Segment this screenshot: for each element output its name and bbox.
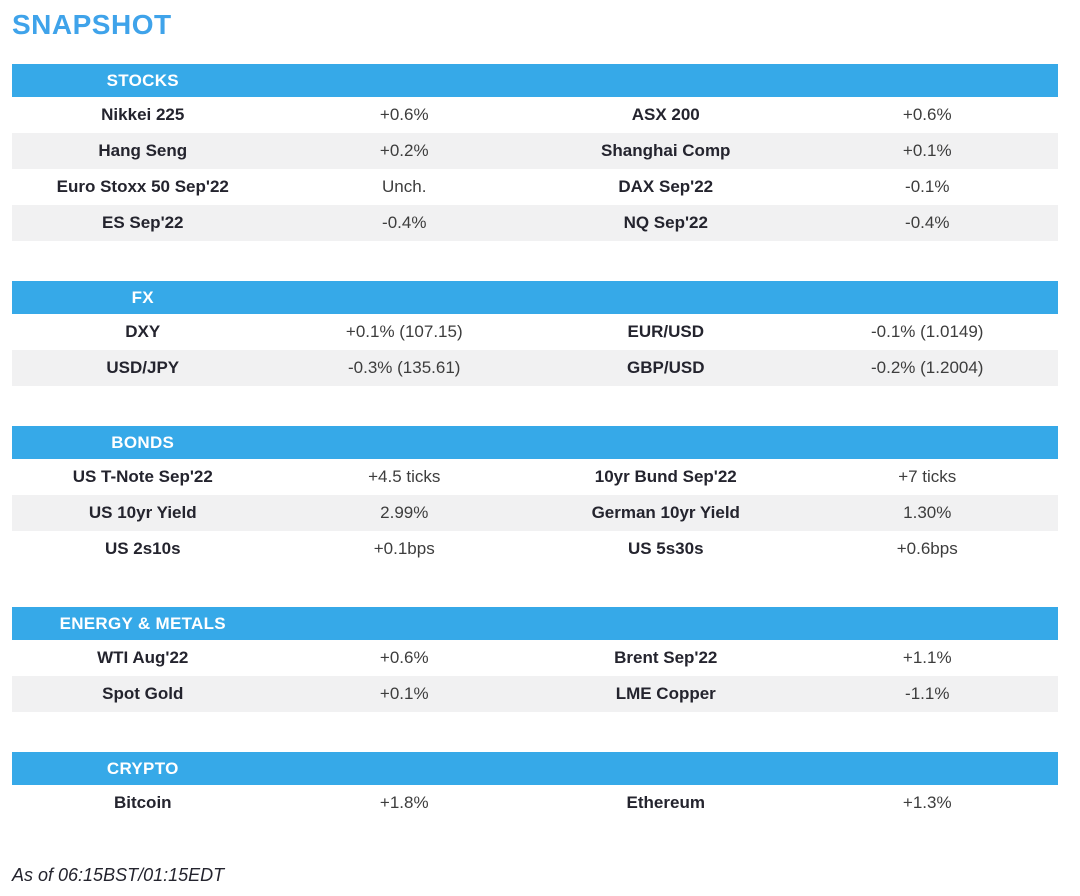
instrument-value: +0.6% <box>379 105 429 124</box>
instrument-value: +0.1% <box>379 684 429 703</box>
table-row: US T-Note Sep'22 +4.5 ticks 10yr Bund Sep'… <box>12 459 1058 495</box>
instrument-value: -0.4% <box>905 213 950 232</box>
instrument-value: +4.5 ticks <box>368 467 441 486</box>
instrument-value: -1.1% <box>905 684 950 703</box>
instrument-value: +0.6% <box>379 648 429 667</box>
sections-container: STOCKS Nikkei 225 +0.6% ASX 200 +0.6% Hang Se… <box>0 64 1080 821</box>
instrument-label: 10yr Bund Sep'22 <box>594 467 737 486</box>
section-title: BONDS <box>111 432 175 452</box>
instrument-label: USD/JPY <box>106 358 180 377</box>
instrument-label: US 10yr Yield <box>88 503 197 522</box>
page-title: SNAPSHOT <box>12 9 172 40</box>
section-header-bar: ENERGY & METALS <box>12 607 1058 640</box>
instrument-value: -0.1% (1.0149) <box>871 322 984 341</box>
instrument-label: US 5s30s <box>627 539 704 558</box>
table-row: US 10yr Yield 2.99% German 10yr Yield 1.30% <box>12 495 1058 531</box>
instrument-label: Ethereum <box>626 793 705 812</box>
table-row: Bitcoin +1.8% Ethereum +1.3% <box>12 785 1058 821</box>
table-row: WTI Aug'22 +0.6% Brent Sep'22 +1.1% <box>12 640 1058 676</box>
instrument-label: EUR/USD <box>627 322 704 341</box>
instrument-value: +1.8% <box>379 793 429 812</box>
table-row: DXY +0.1% (107.15) EUR/USD -0.1% (1.0149) <box>12 314 1058 350</box>
section-header-bar: FX <box>12 281 1058 314</box>
instrument-label: DAX Sep'22 <box>618 177 714 196</box>
instrument-value: -0.2% (1.2004) <box>871 358 984 377</box>
section-title: ENERGY & METALS <box>59 613 226 633</box>
table-row: Hang Seng +0.2% Shanghai Comp +0.1% <box>12 133 1058 169</box>
instrument-label: Hang Seng <box>98 141 188 160</box>
section-fx: FX DXY +0.1% (107.15) EUR/USD -0.1% (1.0149)… <box>12 281 1058 386</box>
instrument-label: WTI Aug'22 <box>97 648 189 667</box>
instrument-value: +0.6bps <box>896 539 958 558</box>
section-title: CRYPTO <box>106 758 179 778</box>
instrument-value: 2.99% <box>380 503 429 522</box>
instrument-label: Brent Sep'22 <box>614 648 718 667</box>
instrument-label: Euro Stoxx 50 Sep'22 <box>56 177 229 196</box>
instrument-value: +0.2% <box>379 141 429 160</box>
instrument-value: +1.1% <box>902 648 952 667</box>
instrument-label: Spot Gold <box>102 684 184 703</box>
section-title: STOCKS <box>106 70 179 90</box>
instrument-label: DXY <box>125 322 161 341</box>
instrument-label: ES Sep'22 <box>101 213 184 232</box>
section-header-bar: CRYPTO <box>12 752 1058 785</box>
table-row: ES Sep'22 -0.4% NQ Sep'22 -0.4% <box>12 205 1058 241</box>
table-row: Nikkei 225 +0.6% ASX 200 +0.6% <box>12 97 1058 133</box>
instrument-label: Shanghai Comp <box>601 141 731 160</box>
instrument-value: +0.1% <box>902 141 952 160</box>
section-header-bar: STOCKS <box>12 64 1058 97</box>
instrument-value: +0.1bps <box>373 539 435 558</box>
instrument-value: -0.4% <box>382 213 427 232</box>
timestamp: As of 06:15BST/01:15EDT <box>12 865 225 885</box>
section-title: FX <box>131 287 154 307</box>
instrument-label: Bitcoin <box>113 793 172 812</box>
table-row: US 2s10s +0.1bps US 5s30s +0.6bps <box>12 531 1058 567</box>
instrument-value: +7 ticks <box>898 467 957 486</box>
instrument-label: GBP/USD <box>627 358 705 377</box>
section-bonds: BONDS US T-Note Sep'22 +4.5 ticks 10yr Bund… <box>12 426 1058 567</box>
instrument-label: German 10yr Yield <box>591 503 740 522</box>
instrument-label: US T-Note Sep'22 <box>72 467 213 486</box>
table-row: Spot Gold +0.1% LME Copper -1.1% <box>12 676 1058 712</box>
instrument-label: LME Copper <box>615 684 716 703</box>
instrument-label: Nikkei 225 <box>101 105 185 124</box>
table-row: Euro Stoxx 50 Sep'22 Unch. DAX Sep'22 -0.1% <box>12 169 1058 205</box>
instrument-label: ASX 200 <box>631 105 700 124</box>
instrument-value: +0.6% <box>902 105 952 124</box>
instrument-value: +1.3% <box>902 793 952 812</box>
table-row: USD/JPY -0.3% (135.61) GBP/USD -0.2% (1.200… <box>12 350 1058 386</box>
instrument-value: -0.1% <box>905 177 950 196</box>
instrument-value: Unch. <box>382 177 427 196</box>
instrument-value: 1.30% <box>903 503 952 522</box>
section-crypto: CRYPTO Bitcoin +1.8% Ethereum +1.3% <box>12 752 1058 821</box>
section-header-bar: BONDS <box>12 426 1058 459</box>
instrument-value: +0.1% (107.15) <box>345 322 463 341</box>
instrument-label: NQ Sep'22 <box>623 213 708 232</box>
instrument-value: -0.3% (135.61) <box>348 358 461 377</box>
section-energy-metals: ENERGY & METALS WTI Aug'22 +0.6% Brent Sep'… <box>12 607 1058 712</box>
instrument-label: US 2s10s <box>104 539 181 558</box>
section-stocks: STOCKS Nikkei 225 +0.6% ASX 200 +0.6% Hang Se… <box>12 64 1058 241</box>
